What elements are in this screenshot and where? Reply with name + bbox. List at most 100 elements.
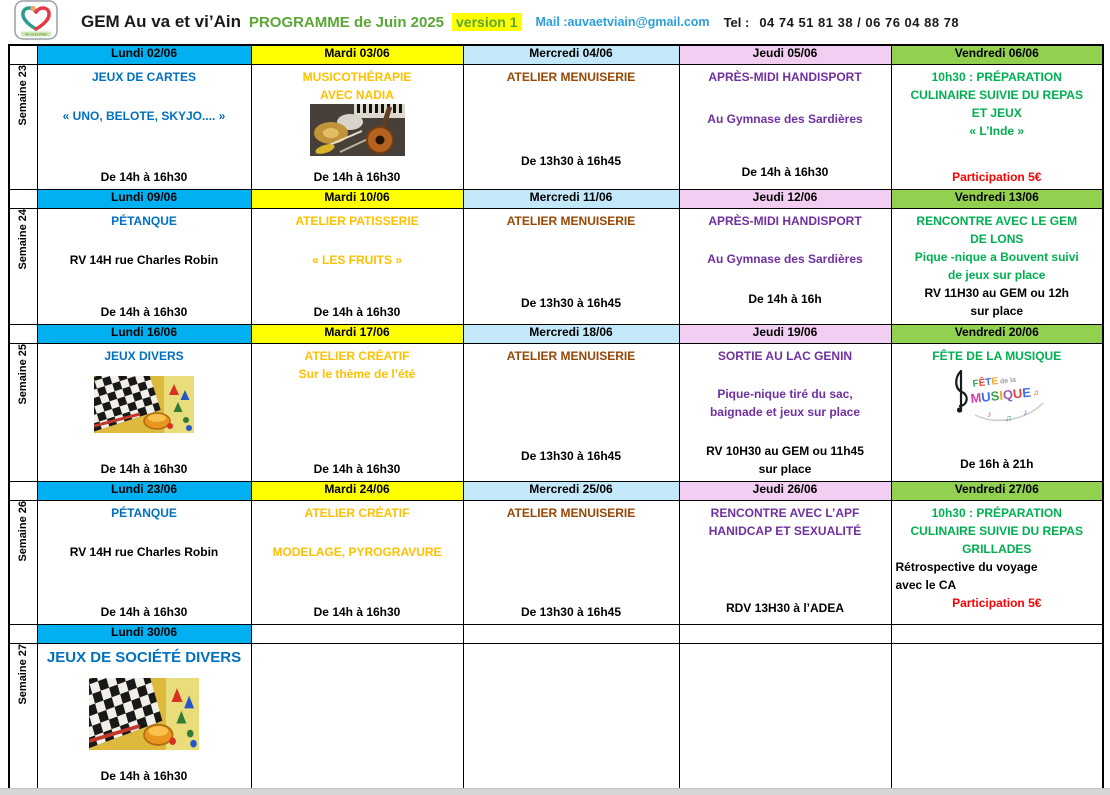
day-header-cell: Lundi 16/06	[36, 323, 252, 344]
cell-spacer	[468, 365, 675, 447]
cell-spacer	[256, 269, 459, 303]
cell-spacer	[684, 540, 887, 600]
event-line: Rétrospective du voyage	[895, 559, 1038, 574]
event-line: De 14h à 16h30	[313, 461, 401, 476]
event-line: Au Gymnase des Sardières	[707, 251, 863, 266]
week-label-text: Semaine 25	[17, 343, 30, 405]
program-title: PROGRAMME de Juin 2025	[248, 13, 445, 31]
day-header-cell: Mercredi 18/06	[462, 323, 680, 344]
cell-spacer	[684, 181, 887, 186]
week-column-spacer	[8, 323, 38, 344]
event-cell: JEUX DE CARTES « UNO, BELOTE, SKYJO.... »…	[36, 63, 252, 190]
event-cell: MUSICOTHÉRAPIE AVEC NADIA De 14h à 16h30	[250, 63, 464, 190]
day-header-cell: Mardi 17/06	[250, 323, 464, 344]
event-line: ATELIER CRÉATIF	[304, 348, 410, 363]
cell-spacer	[256, 383, 459, 460]
event-line: De 13h30 à 16h45	[520, 295, 622, 310]
week-column-spacer	[8, 44, 38, 65]
event-line: SORTIE AU LAC GENIN	[717, 348, 853, 363]
event-line: AVEC NADIA	[320, 87, 394, 102]
cell-spacer	[256, 522, 459, 544]
week-label: Semaine 27	[8, 642, 38, 789]
event-line: APRÈS-MIDI HANDISPORT	[708, 69, 862, 84]
event-line: ET JEUX	[971, 105, 1022, 120]
tel-numbers: 04 74 51 81 38 / 06 76 04 88 78	[759, 14, 960, 30]
event-line: FÊTE DE LA MUSIQUE	[932, 348, 1062, 363]
cell-spacer	[684, 86, 887, 111]
event-line: De 16h à 21h	[960, 456, 1034, 471]
cell-spacer	[42, 269, 247, 303]
gem-association-logo-icon: Au va et vi'Ain	[13, 0, 59, 45]
event-line: HANIDCAP ET SEXUALITÉ	[708, 523, 862, 538]
event-cell: ATELIER CRÉATIF MODELAGE, PYROGRAVURE De 1…	[250, 499, 464, 625]
day-header-cell-empty	[678, 623, 892, 644]
event-line: RV 10H30 au GEM ou 11h45	[706, 443, 864, 458]
cell-spacer	[42, 230, 247, 251]
event-line: APRÈS-MIDI HANDISPORT	[708, 213, 862, 228]
event-cell	[678, 642, 892, 789]
event-line: RV 14H rue Charles Robin	[69, 545, 219, 560]
event-line: De 14h à 16h30	[100, 604, 188, 619]
day-header-cell: Vendredi 06/06	[890, 44, 1104, 65]
cell-spacer	[42, 365, 247, 376]
cell-spacer	[684, 617, 887, 620]
event-line: « UNO, BELOTE, SKYJO.... »	[62, 108, 226, 123]
cell-spacer	[684, 128, 887, 162]
cell-spacer	[256, 561, 459, 602]
boardgames-photo	[42, 677, 247, 750]
week-label-text: Semaine 27	[17, 643, 30, 705]
event-line: Pique-nique tiré du sac,	[717, 387, 853, 401]
event-cell: SORTIE AU LAC GENIN Pique-nique tiré du s…	[678, 342, 892, 482]
event-line: Participation 5€	[952, 595, 1042, 610]
svg-text:MUSIQUE: MUSIQUE	[969, 384, 1031, 405]
event-cell	[462, 642, 680, 789]
day-header-cell-empty	[890, 623, 1104, 644]
day-header-cell: Mardi 03/06	[250, 44, 464, 65]
cell-spacer	[684, 268, 887, 291]
event-line: de jeux sur place	[948, 267, 1046, 282]
event-line: RDV 13H30 à l’ADEA	[725, 601, 845, 616]
cell-spacer	[42, 86, 247, 107]
cell-spacer	[684, 421, 887, 442]
cell-spacer	[468, 522, 675, 603]
event-line: RV 11H30 au GEM ou 12h	[924, 285, 1070, 300]
event-line: Participation 5€	[952, 169, 1042, 184]
event-line: ATELIER MENUISERIE	[506, 505, 636, 520]
event-cell: PÉTANQUE RV 14H rue Charles Robin De 14h à…	[36, 207, 252, 325]
day-header-cell: Lundi 09/06	[36, 188, 252, 209]
event-line: Pique -nique a Bouvent suivi	[914, 249, 1079, 264]
event-line: ATELIER MENUISERIE	[506, 69, 636, 84]
event-line: JEUX DE CARTES	[91, 69, 197, 84]
mail-address: Mail :auvaetviain@gmail.com	[535, 15, 710, 29]
cell-spacer	[42, 433, 247, 460]
event-cell: ATELIER MENUISERIE De 13h30 à 16h45	[462, 499, 680, 625]
event-cell	[890, 642, 1104, 789]
cell-spacer	[468, 86, 675, 152]
event-line: De 13h30 à 16h45	[520, 448, 622, 463]
fete-musique-photo: FÊTE de la MUSIQUE ♪ ♫ ♪ ♫	[896, 364, 1099, 431]
week-label: Semaine 24	[8, 207, 38, 325]
event-line: De 13h30 à 16h45	[520, 604, 622, 619]
cell-spacer	[42, 750, 247, 767]
event-line: MODELAGE, PYROGRAVURE	[272, 545, 442, 560]
svg-text:Au va et vi'Ain: Au va et vi'Ain	[25, 32, 46, 36]
event-line: De 14h à 16h30	[313, 169, 401, 184]
cell-spacer	[42, 668, 247, 678]
svg-text:♫: ♫	[1033, 388, 1039, 397]
week-label: Semaine 25	[8, 342, 38, 482]
week-label-text: Semaine 24	[17, 208, 30, 270]
cell-spacer	[684, 365, 887, 386]
day-header-cell-empty	[462, 623, 680, 644]
event-line: ATELIER PATISSERIE	[295, 213, 419, 228]
day-header-cell: Jeudi 12/06	[678, 188, 892, 209]
event-cell: ATELIER CRÉATIF Sur le thème de l’été De 1…	[250, 342, 464, 482]
boardgames-photo	[42, 375, 247, 433]
event-cell: RENCONTRE AVEC LE GEM DE LONS Pique -nique…	[890, 207, 1104, 325]
cell-spacer	[468, 230, 675, 294]
org-title: GEM Au va et vi’Ain	[81, 12, 241, 31]
day-header-cell: Lundi 30/06	[36, 623, 252, 644]
event-line: « L’Inde »	[969, 123, 1025, 138]
event-line: RENCONTRE AVEC LE GEM	[916, 213, 1078, 228]
event-line: 10h30 : PRÉPARATION	[931, 69, 1062, 84]
event-cell: ATELIER MENUISERIE De 13h30 à 16h45	[462, 342, 680, 482]
